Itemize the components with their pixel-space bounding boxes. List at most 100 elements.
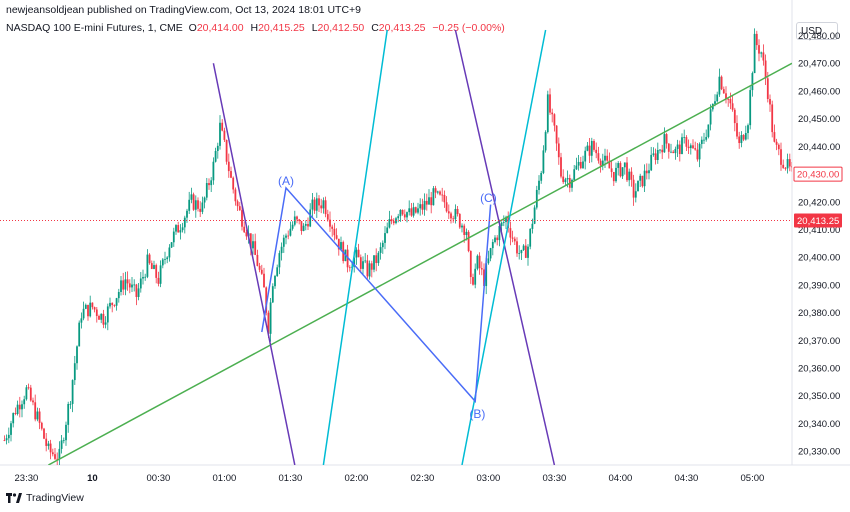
candle-body <box>21 404 23 410</box>
symbol-legend: NASDAQ 100 E-mini Futures, 1, CME O 20,41… <box>6 22 505 34</box>
candle-body <box>12 413 15 424</box>
candle-body <box>190 194 193 200</box>
candle-body <box>652 153 655 155</box>
candle-body <box>659 149 661 151</box>
purple-trend-line <box>454 29 556 465</box>
candle-body <box>714 101 716 104</box>
candle-body <box>76 346 78 364</box>
candle-body <box>98 315 100 320</box>
candle-body <box>535 189 538 208</box>
candle-body <box>637 180 639 192</box>
x-tick-label: 02:30 <box>411 473 435 484</box>
candle-body <box>683 137 686 138</box>
x-tick-label: 00:30 <box>147 473 171 484</box>
candle-body <box>128 283 131 288</box>
candle-body <box>179 230 182 233</box>
candle-body <box>192 194 195 210</box>
candle-body <box>384 233 386 243</box>
candle-body <box>29 387 32 401</box>
candle-body <box>390 219 393 222</box>
candle-body <box>758 45 760 54</box>
y-tick-label: 20,330.00 <box>798 447 840 458</box>
candle-body <box>531 223 534 229</box>
candle-body <box>731 103 734 110</box>
candle-body <box>423 200 426 210</box>
candle-body <box>84 304 87 309</box>
candle-body <box>265 287 268 313</box>
candle-body <box>439 191 441 195</box>
candle-body <box>401 209 404 215</box>
candle-body <box>146 254 149 277</box>
y-tick-label: 20,470.00 <box>798 59 840 70</box>
candle-body <box>766 78 769 100</box>
candle-body <box>681 137 683 155</box>
candle-body <box>744 133 747 140</box>
candle-body <box>337 238 340 250</box>
candle-body <box>491 242 494 249</box>
symbol-name[interactable]: NASDAQ 100 E-mini Futures, 1, CME <box>6 22 183 34</box>
candle-body <box>425 200 428 205</box>
candle-body <box>771 104 774 133</box>
candle-body <box>271 286 274 303</box>
candle-body <box>267 312 270 334</box>
candle-body <box>258 265 261 270</box>
candle-body <box>643 170 646 187</box>
candle-body <box>139 278 142 289</box>
candle-body <box>335 235 338 239</box>
currency-button[interactable]: USD <box>796 22 838 40</box>
candle-body <box>406 212 408 218</box>
candle-body <box>483 269 485 287</box>
candle-body <box>276 267 279 277</box>
candle-body <box>249 233 252 249</box>
candle-body <box>760 52 763 54</box>
candle-body <box>599 160 602 166</box>
candle-body <box>403 214 406 218</box>
x-tick-label: 01:30 <box>279 473 303 484</box>
candle-body <box>542 150 545 173</box>
candle-body <box>69 403 72 405</box>
candle-body <box>546 94 549 133</box>
candle-body <box>496 237 499 241</box>
candle-body <box>736 123 738 137</box>
candle-body <box>183 217 186 228</box>
candle-body <box>298 219 301 222</box>
x-tick-label: 23:30 <box>15 473 39 484</box>
candle-body <box>463 225 466 235</box>
candle-body <box>522 245 525 251</box>
candle-body <box>518 253 521 254</box>
candle-body <box>419 204 422 209</box>
candle-body <box>45 438 48 446</box>
candle-body <box>476 255 479 269</box>
candle-body <box>753 33 756 74</box>
candle-body <box>216 145 219 152</box>
y-tick-label: 20,390.00 <box>798 280 840 291</box>
candle-body <box>109 302 111 307</box>
candle-body <box>368 263 371 277</box>
candle-body <box>307 223 309 227</box>
candle-body <box>707 124 710 137</box>
candle-body <box>615 167 617 182</box>
candle-body <box>447 211 450 214</box>
candle-body <box>364 260 367 262</box>
open-label: O <box>188 22 197 34</box>
candle-body <box>170 242 173 248</box>
candle-body <box>65 424 67 441</box>
marked-price-label: 20,430.00 <box>797 170 839 181</box>
candle-body <box>208 183 210 186</box>
candle-body <box>553 114 556 126</box>
candle-body <box>601 160 604 166</box>
candle-body <box>586 145 589 151</box>
candle-body <box>434 188 437 193</box>
candle-body <box>791 166 792 168</box>
candle-body <box>27 387 30 389</box>
candle-body <box>291 224 294 229</box>
candle-body <box>593 140 595 150</box>
candle-body <box>91 302 94 308</box>
candle-body <box>410 208 413 216</box>
candle-body <box>135 284 138 297</box>
candle-body <box>392 221 395 224</box>
candle-body <box>733 109 736 124</box>
candle-body <box>623 162 626 168</box>
low-value: 20,412.50 <box>317 22 365 34</box>
